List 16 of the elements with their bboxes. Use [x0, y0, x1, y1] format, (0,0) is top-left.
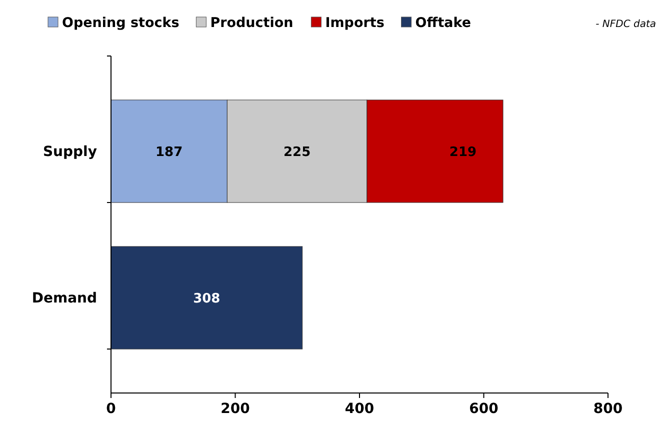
x-tick-label: 600: [469, 401, 499, 417]
legend-label: Imports: [325, 15, 384, 31]
y-tick-label: Demand: [32, 290, 97, 307]
legend-label: Production: [210, 15, 294, 31]
data-label: 225: [283, 144, 311, 160]
data-label: 187: [156, 144, 183, 160]
y-tick-label: Supply: [42, 144, 97, 160]
x-tick-label: 200: [220, 401, 250, 417]
legend-label: Offtake: [415, 15, 472, 31]
data-label: 219: [449, 144, 477, 160]
x-tick-label: 400: [344, 401, 374, 417]
legend-label: Opening stocks: [62, 15, 180, 31]
x-tick-label: 800: [593, 401, 623, 417]
text: - NFDC data: [596, 19, 656, 30]
data-label: 308: [193, 291, 220, 306]
x-tick-label: 0: [106, 401, 116, 417]
